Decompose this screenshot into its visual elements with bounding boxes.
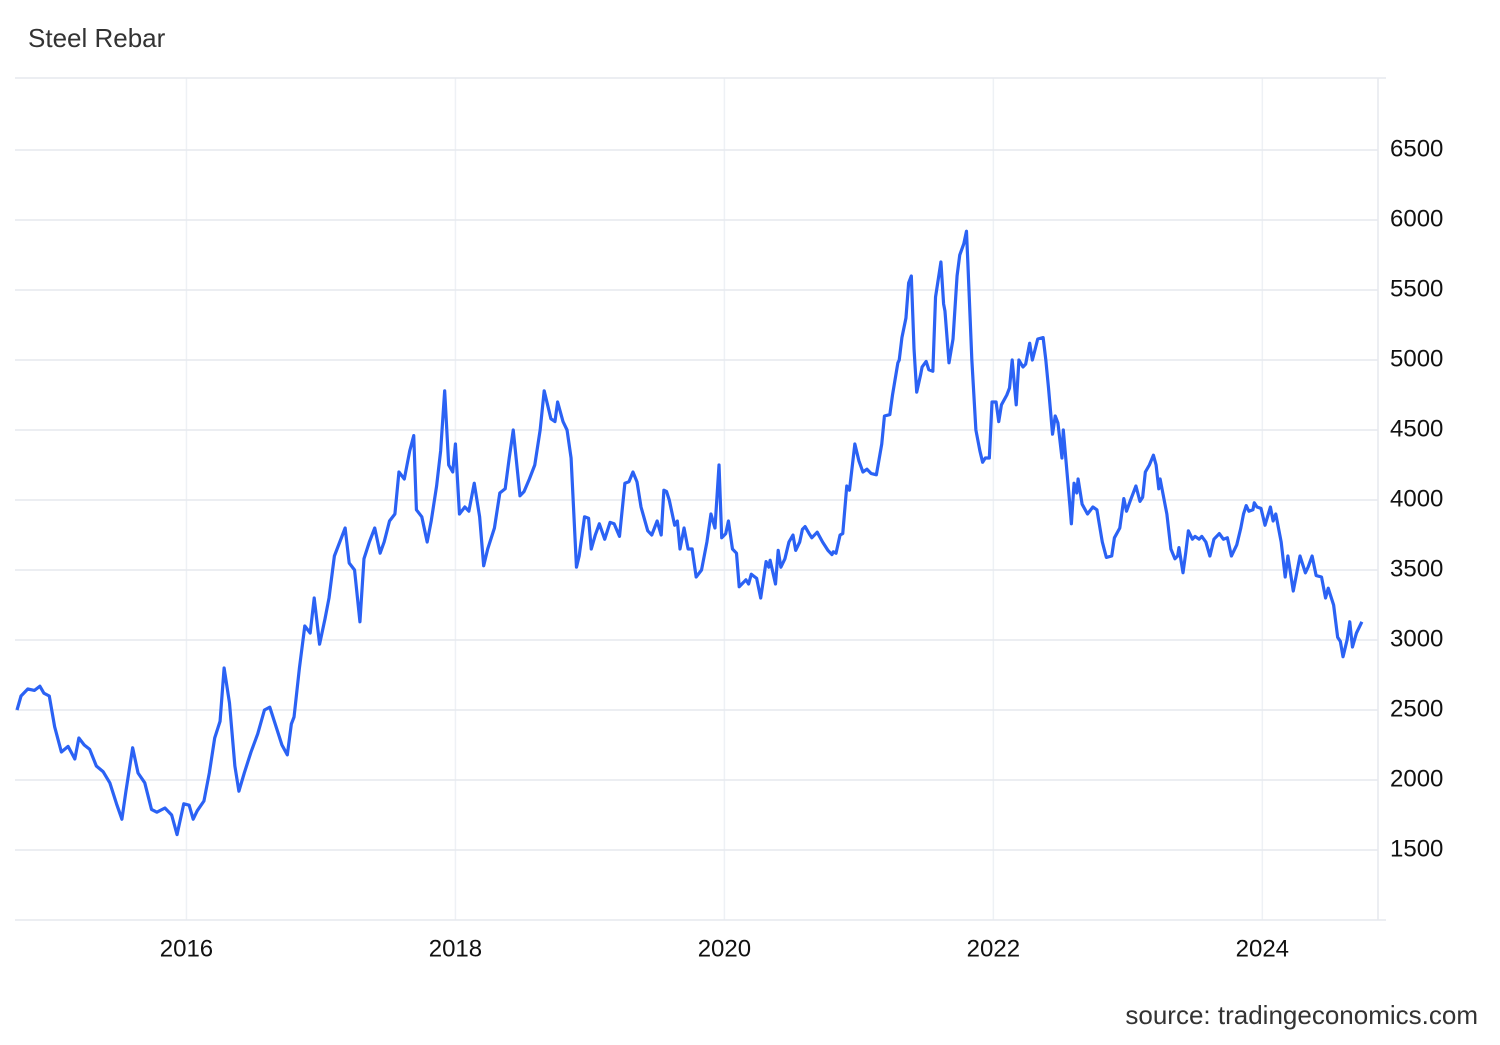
y-tick-label: 6500: [1390, 135, 1443, 162]
x-tick-label: 2016: [160, 935, 213, 962]
x-tick-label: 2022: [967, 935, 1020, 962]
chart-title: Steel Rebar: [28, 23, 166, 53]
x-tick-label: 2018: [429, 935, 482, 962]
y-tick-label: 2000: [1390, 765, 1443, 792]
y-tick-label: 3000: [1390, 625, 1443, 652]
y-tick-label: 3500: [1390, 555, 1443, 582]
y-tick-label: 4500: [1390, 415, 1443, 442]
price-line: [15, 229, 1364, 837]
y-tick-label: 2500: [1390, 695, 1443, 722]
y-tick-label: 1500: [1390, 835, 1443, 862]
source-note: source: tradingeconomics.com: [1125, 1000, 1478, 1030]
x-tick-label: 2020: [698, 935, 751, 962]
x-tick-label: 2024: [1236, 935, 1289, 962]
y-tick-label: 4000: [1390, 485, 1443, 512]
y-tick-label: 5500: [1390, 275, 1443, 302]
y-tick-label: 6000: [1390, 205, 1443, 232]
y-tick-label: 5000: [1390, 345, 1443, 372]
